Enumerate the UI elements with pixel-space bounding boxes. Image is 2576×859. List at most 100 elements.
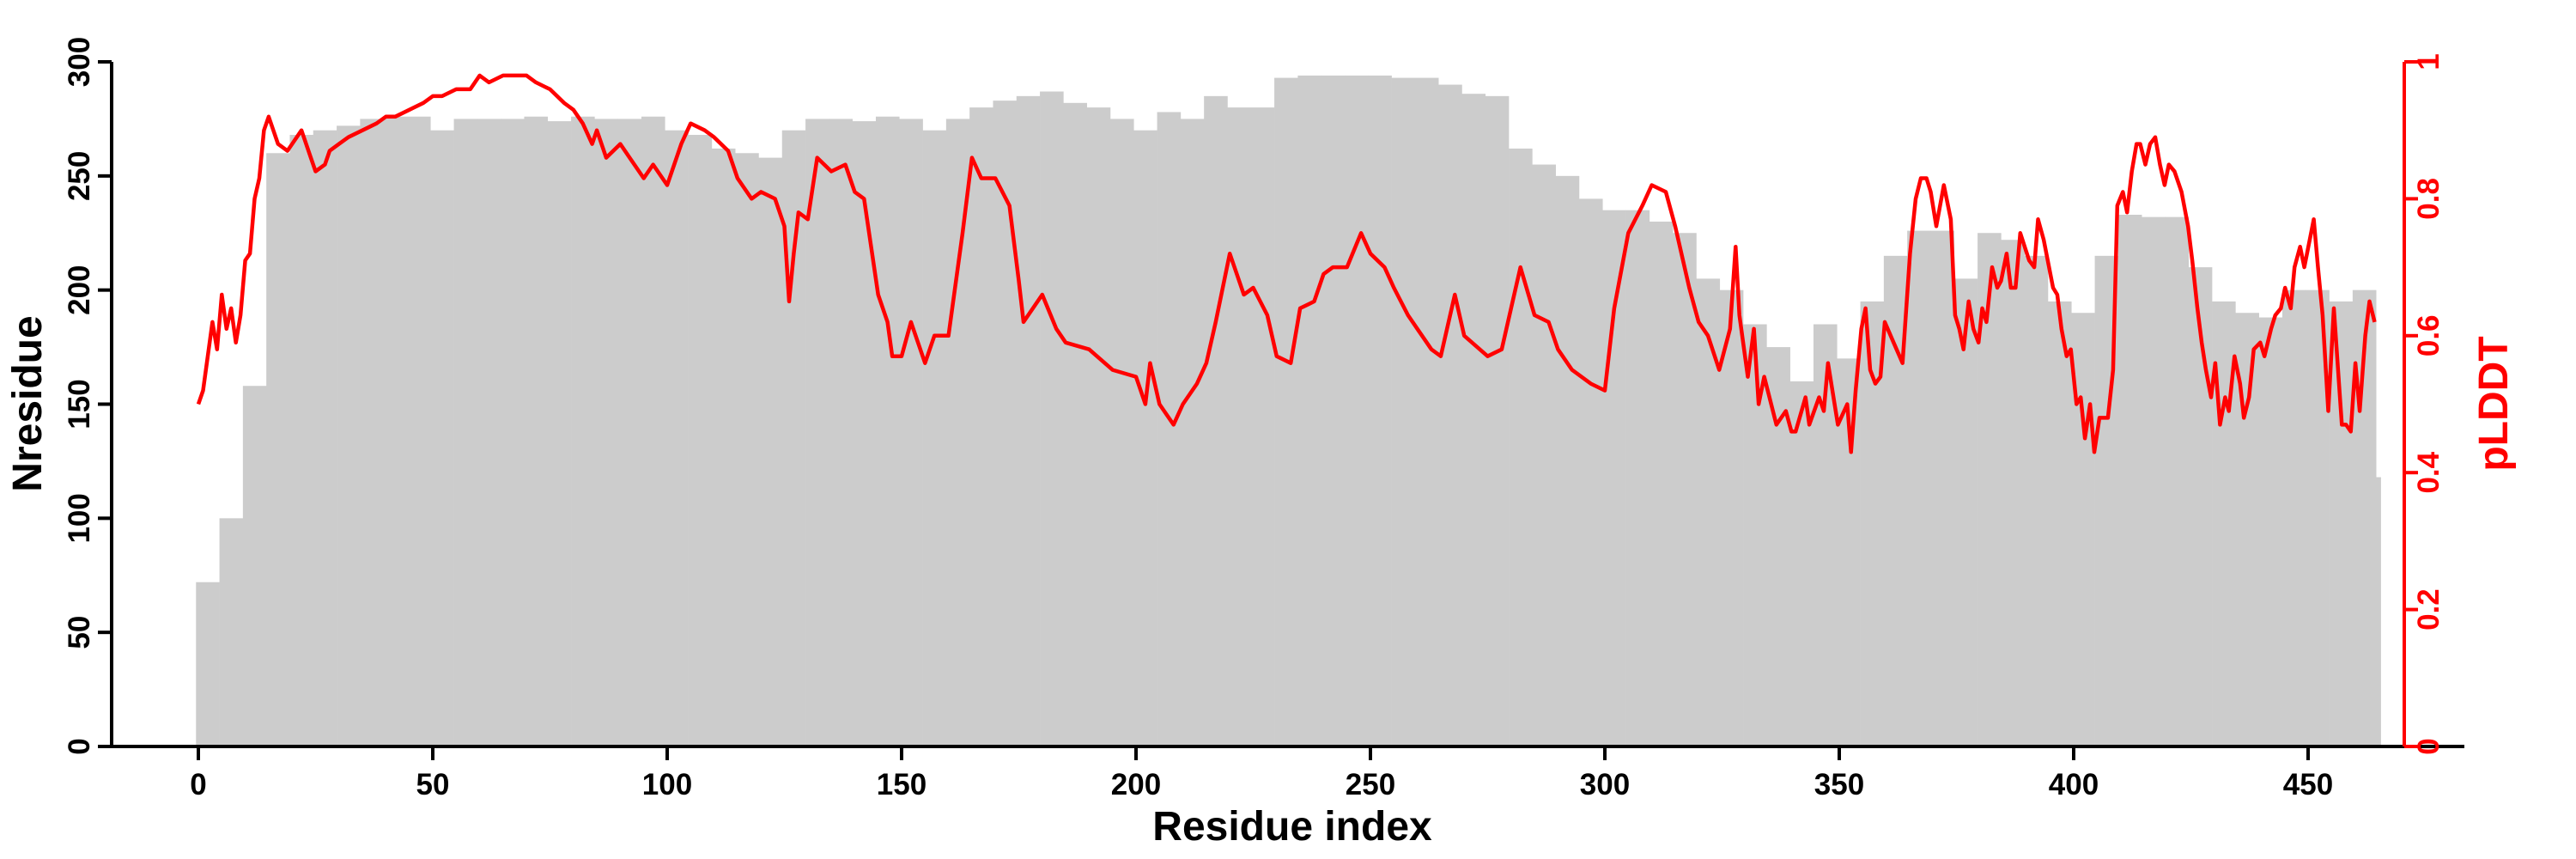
nresidue-bar [1040,91,1064,746]
nresidue-bar [1086,107,1111,747]
nresidue-bar [805,119,829,746]
nresidue-bar [406,116,431,746]
nresidue-bar [1509,148,1533,746]
nresidue-bar [2024,255,2049,747]
nresidue-bar [1133,130,1157,746]
nresidue-bar [2376,477,2381,746]
nresidue-bar [1461,94,1486,746]
nresidue-bar [641,116,665,746]
nresidue-bar [1321,75,1346,746]
nresidue-bar [1063,102,1087,746]
y2-tick-label: 1 [2412,53,2445,70]
nresidue-bar [2258,317,2283,746]
nresidue-bar [922,130,947,746]
nresidue-bar [1344,75,1369,746]
y-tick-label: 250 [63,151,96,201]
nresidue-bar [993,101,1018,746]
nresidue-bar [1602,210,1626,746]
nresidue-bar [2188,267,2213,747]
nresidue-bar [1625,210,1650,746]
nresidue-bar [594,119,618,746]
nresidue-bars [196,75,2381,747]
nresidue-bar [1743,324,1767,746]
nresidue-bar [430,130,454,746]
nresidue-bar [1719,289,1744,747]
x-tick-label: 250 [1346,768,1395,801]
nresidue-bar [829,119,853,746]
x-tick-label: 300 [1580,768,1630,801]
x-tick-label: 0 [190,768,206,801]
nresidue-bar [547,121,572,746]
nresidue-bar [735,153,759,746]
nresidue-bar [1274,77,1298,746]
nresidue-bar [571,116,595,746]
nresidue-bar [1930,230,1955,746]
nresidue-bar [711,148,736,746]
nresidue-bar [2165,216,2190,747]
nresidue-bar [1555,175,1580,747]
nresidue-bar [219,518,244,746]
nresidue-bar [337,125,361,747]
x-tick-label: 50 [416,768,450,801]
nresidue-bar [1157,112,1182,747]
nresidue-bar [1109,119,1134,746]
nresidue-bar [383,116,408,746]
nresidue-bar [453,119,478,746]
y-tick-label: 100 [63,493,96,543]
nresidue-bar [1696,278,1721,747]
nresidue-bar [196,582,220,746]
nresidue-bar [1250,107,1275,747]
nresidue-bar [360,119,384,746]
x-tick-label: 400 [2049,768,2099,801]
nresidue-bar [477,119,501,746]
y-tick-label: 200 [63,265,96,314]
y2-axis-title: pLDDT [2471,336,2517,471]
nresidue-bar [617,119,642,746]
x-tick-label: 200 [1111,768,1161,801]
y2-tick-label: 0 [2412,738,2445,754]
nresidue-bar [2047,301,2072,746]
y-tick-label: 150 [63,379,96,429]
nresidue-bar [1673,233,1697,746]
y-tick-label: 0 [63,738,96,754]
plddt-series-line [196,73,2377,454]
nresidue-bar [1907,230,1931,746]
x-tick-label: 100 [642,768,692,801]
nresidue-bar [1953,278,1978,747]
nresidue-bar [1578,198,1603,746]
nresidue-bar [688,135,713,747]
nresidue-bar [1227,107,1252,747]
nresidue-bar [1180,119,1205,746]
nresidue-bar [899,119,923,746]
nresidue-bar [2329,301,2354,746]
nresidue-bar [852,121,877,746]
x-axis-title: Residue index [1152,804,1432,850]
x-tick-label: 150 [877,768,927,801]
nresidue-bar [875,116,900,746]
nresidue-bar [665,130,689,746]
nresidue-bar [313,130,337,746]
nresidue-bar [1789,381,1814,746]
nresidue-bar [1297,75,1321,746]
nresidue-bar [1438,84,1462,747]
x-tick-label: 450 [2283,768,2333,801]
y-tick-label: 50 [63,616,96,649]
y2-tick-label: 0.8 [2412,178,2445,220]
nresidue-bar [289,135,314,747]
nresidue-bar [2001,240,2025,747]
nresidue-bar [781,130,806,746]
nresidue-bar [1532,164,1556,747]
y-tick-label: 300 [63,37,96,87]
nresidue-bar [1368,75,1392,746]
nresidue-bar [2117,214,2142,746]
y2-tick-label: 0.6 [2412,314,2445,356]
y-axis-title: Nresidue [5,315,51,491]
nresidue-bar [969,107,993,747]
nresidue-bar [2142,216,2166,747]
y2-tick-label: 0.4 [2412,451,2445,493]
nresidue-bar [501,119,525,746]
nresidue-bar [1414,77,1439,746]
y2-tick-label: 0.2 [2412,588,2445,631]
nresidue-bar [266,153,290,746]
